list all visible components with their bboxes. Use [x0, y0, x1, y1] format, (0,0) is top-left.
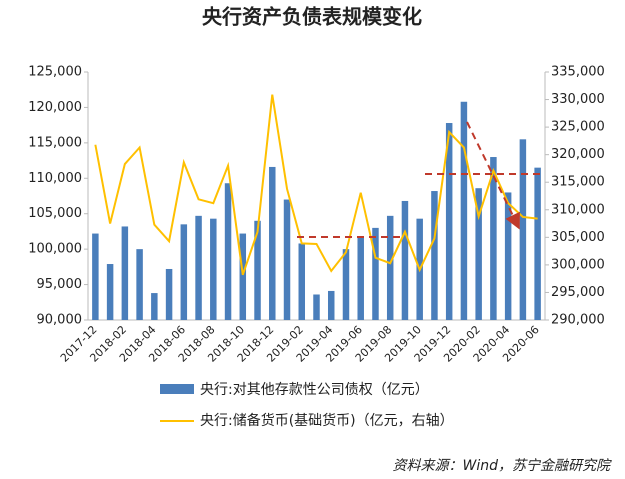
bar [475, 188, 482, 320]
bar [386, 215, 394, 320]
y-tick-label: 125,000 [28, 65, 82, 80]
y2-tick-label: 295,000 [551, 285, 605, 300]
bar [460, 101, 468, 320]
bar [342, 249, 350, 320]
bar [121, 226, 129, 320]
bar [136, 249, 143, 320]
chart-title: 央行资产负债表规模变化 [202, 5, 422, 29]
bar [239, 233, 247, 320]
bar [298, 243, 306, 320]
y2-tick-label: 305,000 [551, 230, 605, 245]
bar [534, 167, 541, 320]
bar [490, 157, 497, 320]
y2-tick-label: 325,000 [551, 120, 605, 135]
bar [92, 233, 99, 320]
y2-tick-label: 320,000 [551, 147, 605, 162]
bar [445, 123, 453, 320]
y-tick-label: 105,000 [28, 206, 82, 221]
bar [401, 200, 409, 320]
bar [372, 227, 379, 320]
bar [151, 293, 158, 320]
bar [313, 294, 320, 320]
legend-label: 央行:储备货币(基础货币)（亿元，右轴） [200, 412, 454, 429]
bar [519, 139, 527, 320]
y-tick-label: 90,000 [37, 313, 83, 328]
y-tick-label: 110,000 [28, 171, 82, 186]
bar [357, 236, 364, 320]
y-tick-label: 120,000 [28, 100, 82, 115]
y-tick-label: 95,000 [37, 277, 83, 292]
bar [431, 191, 438, 320]
y-tick-label: 115,000 [28, 135, 82, 150]
bar [269, 166, 276, 320]
bar [254, 220, 261, 320]
y2-tick-label: 310,000 [551, 202, 605, 217]
y2-tick-label: 300,000 [551, 257, 605, 272]
y2-tick-label: 290,000 [551, 313, 605, 328]
bar [195, 215, 202, 320]
trend-arrow [466, 121, 520, 230]
bar [327, 290, 335, 320]
source-note: 资料来源：Wind，苏宁金融研究院 [393, 458, 612, 474]
bar [180, 224, 188, 320]
bar [210, 218, 217, 320]
bar [504, 192, 512, 320]
y2-tick-label: 335,000 [551, 65, 605, 80]
bar [224, 183, 232, 320]
y2-tick-label: 315,000 [551, 175, 605, 190]
legend-swatch [160, 384, 194, 394]
bar [165, 268, 173, 320]
bar [106, 264, 114, 320]
line [94, 94, 538, 276]
y-tick-label: 100,000 [28, 242, 82, 257]
y2-tick-label: 330,000 [551, 92, 605, 107]
legend-label: 央行:对其他存款性公司债权（亿元） [200, 382, 429, 398]
bar [283, 199, 291, 320]
